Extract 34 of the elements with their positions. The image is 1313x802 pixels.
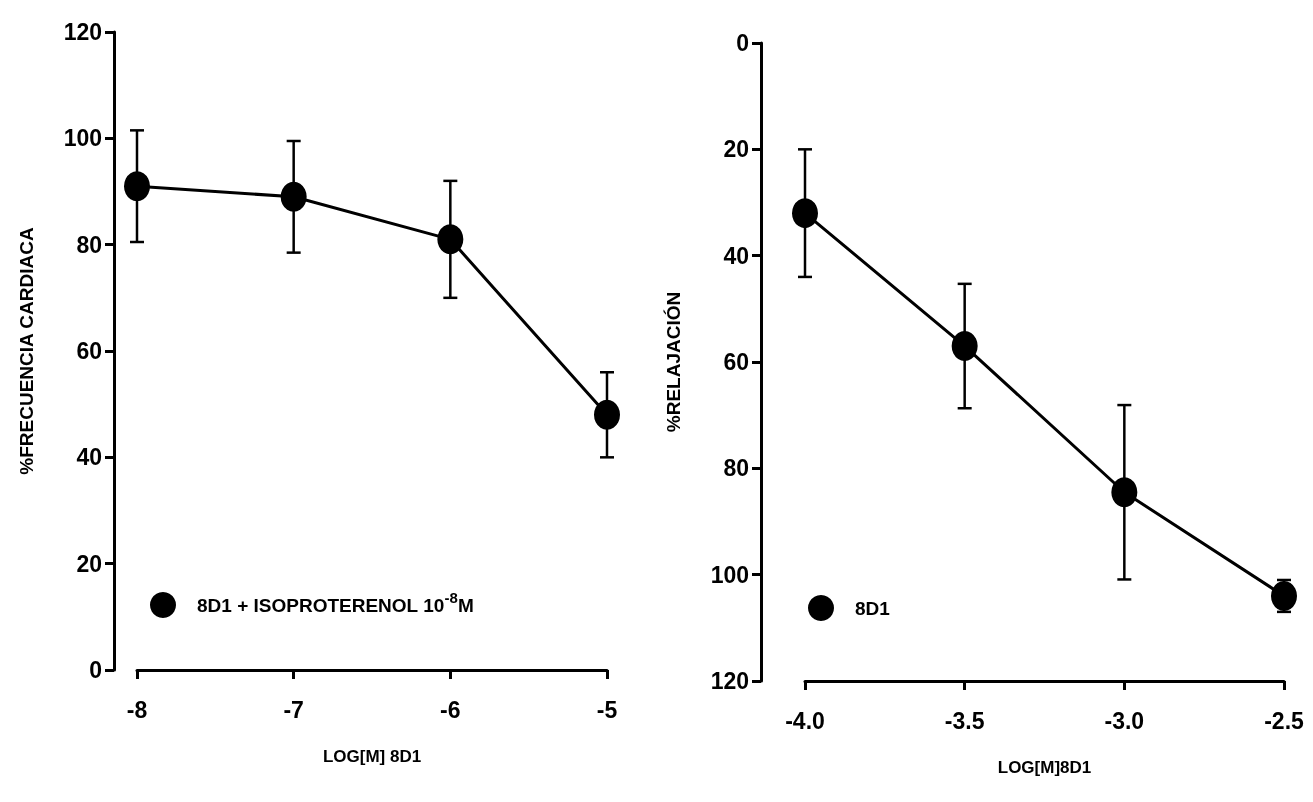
- x-tick-label: -4.0: [785, 707, 825, 734]
- point: [437, 224, 464, 255]
- y-tick-label: 20: [723, 136, 749, 163]
- point: [792, 198, 818, 229]
- point: [1111, 477, 1138, 508]
- x-tick-label: -5: [596, 696, 618, 723]
- y-tick-label: 40: [723, 242, 749, 269]
- y-tick-label: 100: [710, 561, 749, 588]
- y-tick-label: 0: [736, 30, 749, 56]
- y-tick-label: 60: [76, 338, 102, 364]
- x-tick-label: -3.0: [1104, 707, 1145, 734]
- y-tick-label: 60: [723, 349, 749, 375]
- x-tick-label: -6: [440, 696, 461, 723]
- y-tick-label: 40: [76, 444, 102, 471]
- x-tick-label: -3.5: [944, 707, 985, 734]
- y-tick-label: 0: [89, 657, 102, 683]
- y-tick-label: 100: [63, 125, 102, 152]
- point: [280, 181, 307, 212]
- x-tick-label: -8: [126, 696, 148, 723]
- legend-label: 8D1: [855, 597, 891, 619]
- y-tick-label: 80: [76, 231, 102, 258]
- y-tick-label: 20: [76, 550, 102, 577]
- y-axis-title: %RELAJACIÓN: [663, 291, 684, 433]
- point: [951, 331, 978, 362]
- y-tick-label: 120: [710, 668, 749, 694]
- point: [594, 399, 620, 430]
- x-tick-label: -7: [283, 696, 304, 723]
- y-tick-label: 120: [63, 19, 102, 45]
- x-axis-title: LOG[M]8D1: [997, 758, 1092, 777]
- y-tick-label: 80: [723, 455, 749, 482]
- x-axis-title: LOG[M] 8D1: [322, 747, 422, 766]
- x-tick-label: -2.5: [1264, 707, 1305, 734]
- point: [124, 171, 150, 202]
- y-axis-title: %FRECUENCIA CARDIACA: [16, 227, 37, 475]
